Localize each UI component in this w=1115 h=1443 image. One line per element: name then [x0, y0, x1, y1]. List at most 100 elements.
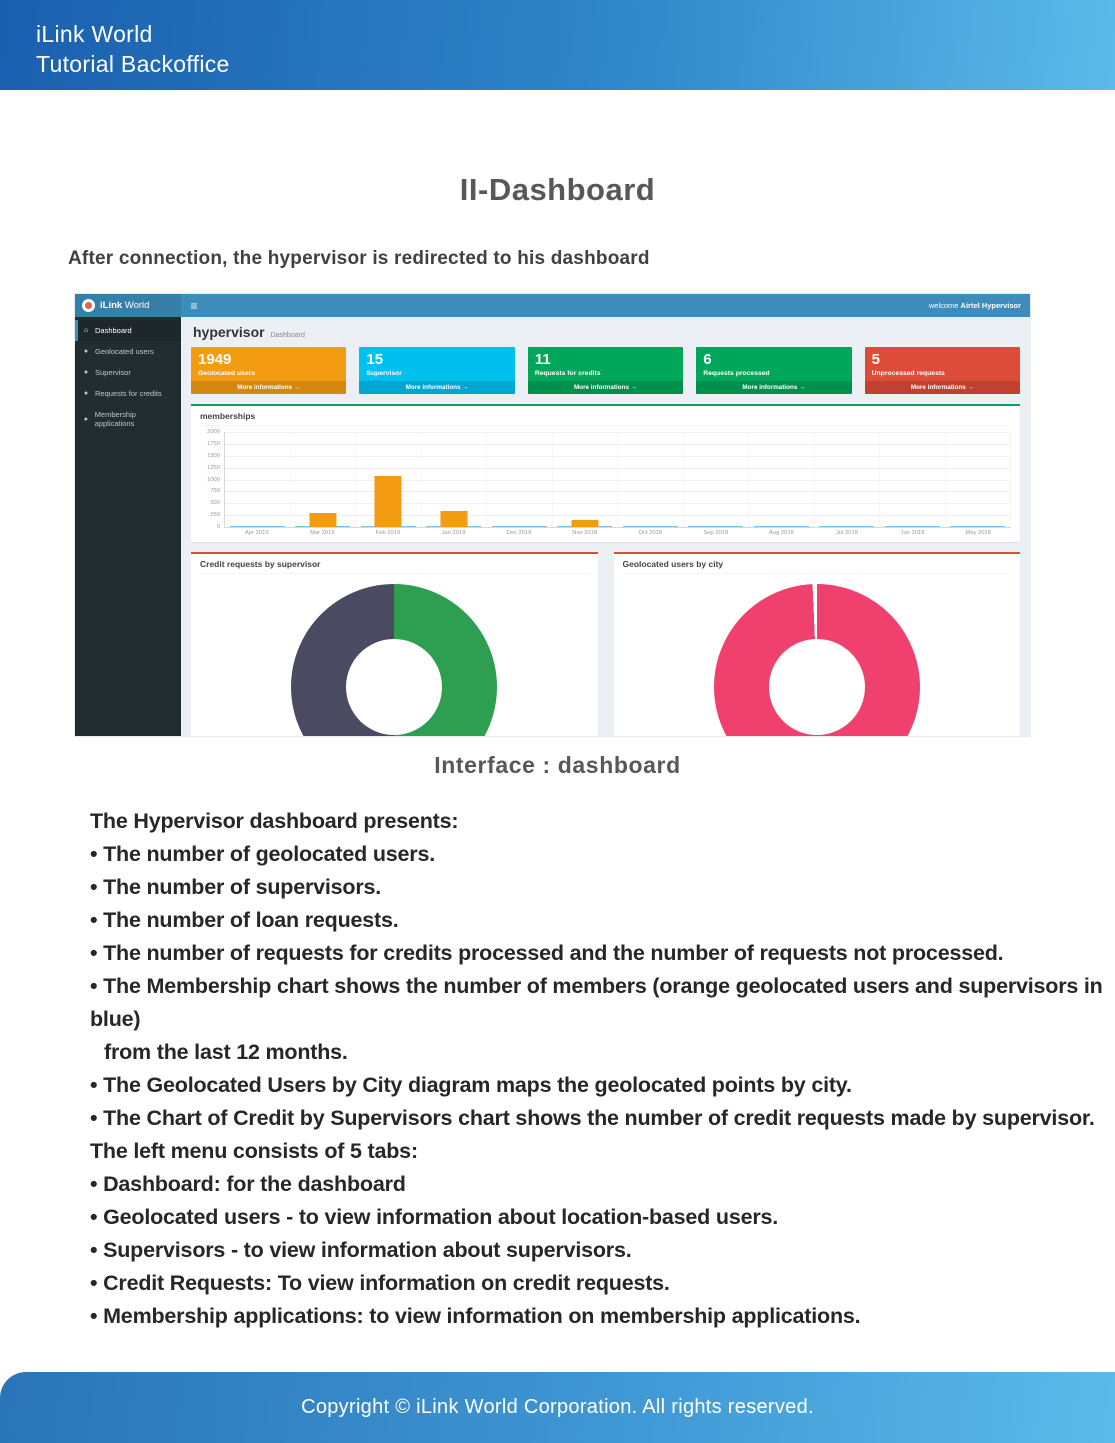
section-title: II-Dashboard — [459, 172, 656, 207]
footer-bar: Copyright © iLink World Corporation. All… — [0, 1372, 1115, 1443]
x-tick-label: Mar 2019 — [310, 530, 335, 536]
bar-slot — [749, 432, 815, 527]
sidebar-item-dashboard[interactable]: ⌂ Dashboard — [75, 320, 181, 341]
bar-supervisors — [884, 526, 940, 527]
more-informations-link[interactable]: More informations → — [864, 381, 1021, 394]
bar-slot — [618, 432, 684, 527]
page-title: hypervisor — [193, 324, 265, 340]
body-line: • Credit Requests: To view information o… — [90, 1271, 670, 1295]
users-icon: ● — [83, 348, 89, 355]
sidebar-item-requests-for-credits[interactable]: ● Requests for credits — [75, 383, 181, 404]
y-tick-label: 1250 — [207, 464, 220, 471]
arrow-circle-icon: → — [967, 384, 974, 391]
x-tick-label: Nov 2018 — [572, 530, 598, 536]
stat-card: 5 Unprocessed requests More informations → — [864, 347, 1021, 394]
x-tick-label: Jul 2018 — [836, 530, 858, 536]
bar-supervisors — [819, 526, 875, 527]
supervisor-icon: ● — [83, 369, 89, 376]
stat-label: Geolocated users — [198, 370, 256, 377]
dashboard-topbar: iLink World ≡ welcome Airtel Hypervisor — [75, 294, 1030, 317]
body-line: The Hypervisor dashboard presents: — [90, 809, 459, 833]
sidebar-item-label: Membership applications — [94, 410, 136, 428]
sidebar-item-supervisor[interactable]: ● Supervisor — [75, 362, 181, 383]
y-axis-spacer — [200, 530, 224, 536]
body-line: • The number of requests for credits pro… — [90, 941, 1004, 965]
bar-geolocated — [440, 511, 468, 527]
stat-value: 5 — [871, 351, 880, 368]
y-tick-label: 0 — [216, 524, 220, 530]
body-line: • Membership applications: to view infor… — [90, 1304, 861, 1328]
stat-value: 11 — [534, 351, 551, 368]
body-line: • The Chart of Credit by Supervisors cha… — [90, 1106, 1095, 1130]
bar-supervisors — [491, 526, 547, 527]
brand-text: iLink World — [100, 300, 149, 311]
bar-slot — [553, 432, 618, 527]
welcome-user: Airtel Hypervisor — [960, 301, 1021, 310]
intro-text: After connection, the hypervisor is redi… — [68, 248, 650, 269]
chart-title: memberships — [200, 411, 1011, 426]
gridline — [225, 467, 1011, 469]
sidebar-item-membership-applications[interactable]: ● Membership applications — [75, 404, 181, 434]
body-line: • The number of supervisors. — [90, 875, 382, 899]
x-tick-label: May 2018 — [965, 530, 991, 536]
bar-slot — [880, 432, 946, 527]
bar-geolocated — [309, 512, 337, 527]
x-tick-label: Oct 2018 — [638, 530, 663, 536]
footer-text: Copyright © iLink World Corporation. All… — [301, 1396, 814, 1418]
more-informations-link[interactable]: More informations → — [527, 381, 684, 394]
memberships-plot — [224, 432, 1011, 528]
body-line: • Dashboard: for the dashboard — [90, 1172, 406, 1196]
brand-link[interactable]: iLink World — [75, 294, 181, 317]
stat-card-body: 15 Supervisor — [359, 347, 514, 381]
x-tick-label: Aug 2018 — [769, 530, 794, 536]
memberships-chart: 2000 1750 1500 1250 1000 750 500 250 0 — [200, 429, 1011, 530]
donut-hole — [346, 639, 443, 735]
donut-hole — [768, 639, 865, 735]
bar-supervisors — [229, 526, 285, 527]
welcome-prefix: welcome — [928, 301, 961, 310]
gridline — [225, 443, 1011, 445]
stat-value: 1949 — [198, 351, 232, 368]
more-informations-link[interactable]: More informations → — [191, 381, 347, 394]
chart-title: Geolocated users by city — [622, 559, 1011, 574]
bar-supervisors — [688, 526, 744, 527]
dashboard-main: hypervisor Dashboard 1949 Geolocated user… — [181, 317, 1030, 736]
bar-slot — [487, 432, 553, 527]
brand-text-rest: World — [122, 300, 150, 311]
stat-card: 1949 Geolocated users More informations → — [191, 347, 347, 394]
memberships-chart-box: memberships 2000 1750 1500 1250 1000 750 500 25… — [191, 404, 1020, 542]
body-line: • The Geolocated Users by City diagram m… — [90, 1073, 852, 1097]
body-text: The Hypervisor dashboard presents: • The … — [90, 805, 1115, 1333]
arrow-circle-icon: → — [799, 384, 806, 391]
x-tick-label: Jun 2018 — [900, 530, 925, 536]
hamburger-menu-icon[interactable]: ≡ — [190, 298, 198, 313]
page-header: hypervisor Dashboard — [193, 324, 1018, 340]
x-tick-label: Dec 2018 — [506, 530, 532, 536]
sidebar-menu: ⌂ Dashboard ● Geolocated users ● Supervisor ● R… — [75, 320, 181, 434]
dashboard-body: ⌂ Dashboard ● Geolocated users ● Supervisor ● R… — [75, 317, 1030, 736]
page-subtitle: Dashboard — [270, 332, 305, 339]
stat-card-body: 1949 Geolocated users — [191, 347, 346, 381]
body-line: • The Membership chart shows the number … — [90, 974, 1103, 1031]
y-tick-label: 1000 — [207, 476, 220, 483]
stat-label: Requests processed — [703, 370, 770, 377]
sidebar-item-geolocated-users[interactable]: ● Geolocated users — [75, 341, 181, 362]
bar-supervisors — [753, 526, 809, 527]
stat-card: 11 Requests for credits More informations … — [527, 347, 684, 394]
more-informations-link[interactable]: More informations → — [359, 381, 515, 394]
geolocated-by-city-chart-box: Geolocated users by city — [613, 552, 1020, 736]
stat-value: 6 — [703, 351, 712, 368]
stat-value: 15 — [366, 351, 384, 368]
banner-title: iLink World — [36, 21, 153, 47]
x-tick-label: Sep 2018 — [703, 530, 729, 536]
bar-supervisors — [950, 526, 1006, 527]
gridline — [225, 491, 1011, 493]
stat-card-body: 6 Requests processed — [696, 347, 851, 381]
stat-cards-row: 1949 Geolocated users More informations → 1… — [191, 347, 1021, 394]
more-informations-link[interactable]: More informations → — [696, 381, 852, 394]
sidebar-item-label: Geolocated users — [95, 347, 154, 356]
stat-card: 15 Supervisor More informations → — [359, 347, 515, 394]
body-line: • The number of geolocated users. — [90, 842, 435, 866]
dashboard-screenshot: iLink World ≡ welcome Airtel Hypervisor … — [75, 294, 1030, 736]
sidebar-item-label: Dashboard — [95, 326, 132, 335]
